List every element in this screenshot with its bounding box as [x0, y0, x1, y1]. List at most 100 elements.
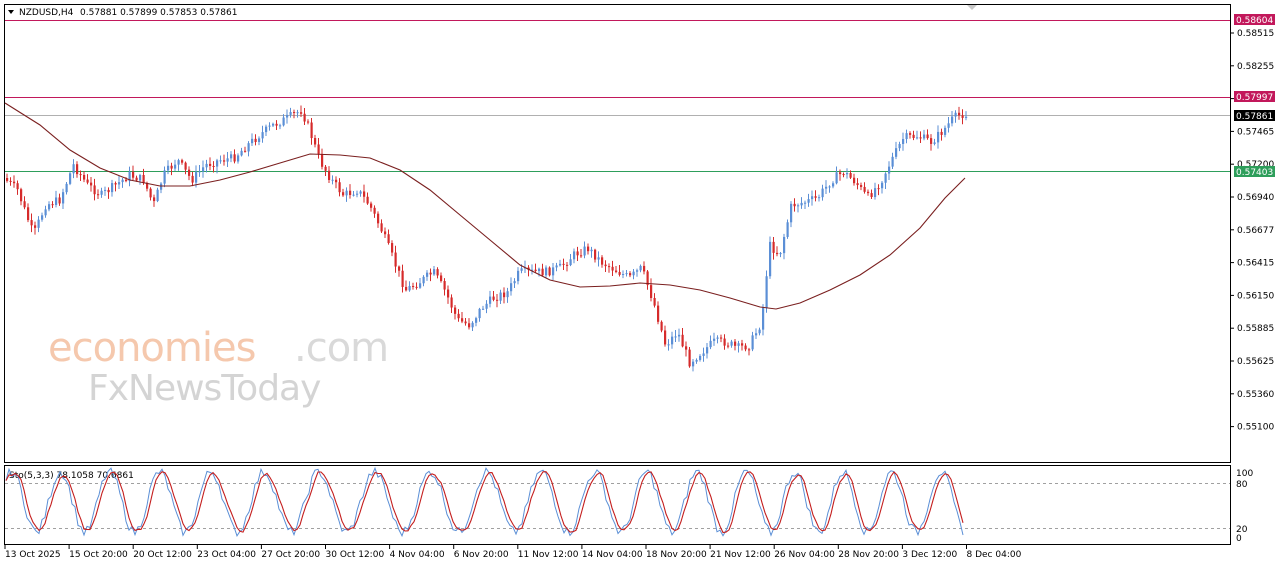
- candle-body: [954, 112, 957, 117]
- candle-body: [321, 153, 324, 167]
- price-axis: 0.585150.582550.577300.574650.572000.569…: [1230, 29, 1274, 433]
- candle-body: [594, 249, 597, 260]
- stoch-d-line: [5, 471, 964, 534]
- candle-body: [125, 179, 128, 182]
- candle-body: [730, 341, 733, 346]
- candle-body: [20, 189, 23, 202]
- candle-body: [261, 132, 264, 139]
- candle-body: [174, 164, 177, 169]
- stoch-k-line: [5, 466, 964, 538]
- candle-body: [646, 271, 649, 286]
- candle-body: [601, 257, 604, 265]
- candle-body: [706, 347, 709, 354]
- candle-body: [6, 178, 9, 181]
- candle-body: [142, 174, 145, 183]
- price-tick-label: 0.56415: [1237, 259, 1274, 269]
- candle-body: [650, 285, 653, 298]
- candle-body: [363, 191, 366, 197]
- candle-body: [100, 190, 103, 195]
- candle-body: [604, 264, 607, 267]
- candle-body: [436, 269, 439, 276]
- candle-body: [559, 263, 562, 266]
- candle-body: [370, 203, 373, 208]
- candle-body: [384, 231, 387, 235]
- indicator-label: Sto(5,3,3) 78.1058 70.6861: [9, 471, 134, 481]
- candle-body: [520, 268, 523, 271]
- candle-body: [149, 188, 152, 198]
- candle-body: [391, 243, 394, 253]
- candle-body: [429, 272, 432, 275]
- candle-body: [240, 150, 243, 156]
- price-tick-label: 0.57200: [1237, 160, 1274, 170]
- candle-body: [244, 150, 247, 152]
- candle-body: [667, 344, 670, 346]
- resistance-upper-value: 0.58604: [1236, 16, 1273, 26]
- candle-body: [90, 182, 93, 186]
- candle-body: [811, 196, 814, 200]
- candle-body: [779, 253, 782, 255]
- candle-body: [671, 336, 674, 345]
- candle-body: [223, 160, 226, 162]
- candle-body: [408, 286, 411, 291]
- scroll-marker-icon[interactable]: [967, 5, 977, 10]
- resistance-lower-value: 0.57997: [1236, 93, 1273, 103]
- candle-body: [111, 183, 114, 193]
- candle-body: [800, 202, 803, 206]
- candle-body: [188, 169, 191, 176]
- candle-body: [289, 112, 292, 115]
- time-tick-label: 23 Oct 04:00: [197, 550, 256, 560]
- candle-body: [517, 270, 520, 282]
- candle-body: [597, 257, 600, 260]
- candle-body: [538, 268, 541, 272]
- candle-body: [492, 296, 495, 300]
- watermark: economies .com FxNewsToday: [48, 325, 389, 409]
- candle-body: [674, 336, 677, 338]
- candle-body: [209, 163, 212, 166]
- candle-body: [338, 182, 341, 193]
- time-tick-label: 13 Oct 2025: [5, 550, 61, 560]
- candle-body: [202, 167, 205, 172]
- main-chart-frame[interactable]: [4, 4, 1231, 463]
- candle-body: [702, 353, 705, 356]
- candle-body: [807, 199, 810, 203]
- candle-body: [877, 188, 880, 190]
- candle-body: [296, 112, 299, 114]
- candle-body: [923, 134, 926, 139]
- candle-body: [681, 334, 684, 347]
- candle-body: [786, 222, 789, 237]
- candle-body: [345, 190, 348, 196]
- candle-body: [632, 271, 635, 276]
- candle-body: [104, 189, 107, 191]
- candle-body: [405, 286, 408, 291]
- candle-body: [153, 197, 156, 202]
- stoch-axis-0: 0: [1236, 534, 1242, 544]
- candle-body: [443, 281, 446, 290]
- time-tick-label: 20 Oct 12:00: [133, 550, 192, 560]
- candle-body: [790, 203, 793, 223]
- candle-body: [856, 183, 859, 186]
- candle-body: [58, 197, 61, 204]
- candle-body: [527, 267, 530, 270]
- candle-body: [576, 251, 579, 256]
- stoch-axis-20: 20: [1236, 525, 1248, 535]
- time-tick-label: 11 Nov 12:00: [518, 550, 579, 560]
- candle-body: [475, 318, 478, 323]
- triangle-down-icon[interactable]: [8, 10, 14, 14]
- candle-body: [748, 349, 751, 351]
- candle-body: [216, 160, 219, 167]
- candle-body: [212, 165, 215, 167]
- candle-body: [387, 234, 390, 244]
- candle-body: [961, 115, 964, 118]
- candle-body: [587, 246, 590, 252]
- candle-body: [65, 183, 68, 193]
- candle-body: [83, 174, 86, 180]
- candle-body: [912, 134, 915, 138]
- candle-body: [13, 181, 16, 184]
- time-tick-label: 3 Dec 12:00: [902, 550, 957, 560]
- candle-body: [55, 197, 58, 205]
- candle-body: [93, 185, 96, 195]
- watermark-dotcom: .com: [294, 325, 388, 371]
- candle-body: [755, 333, 758, 336]
- candle-body: [552, 267, 555, 276]
